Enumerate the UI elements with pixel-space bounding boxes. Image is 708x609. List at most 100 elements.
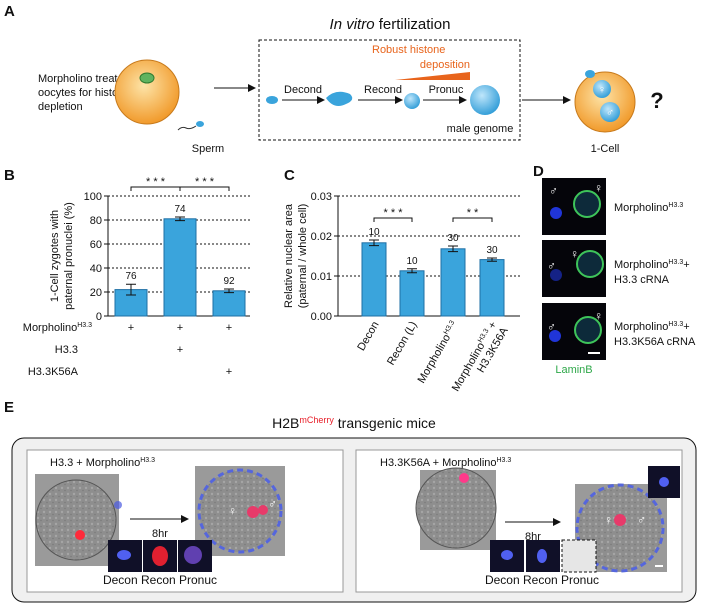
female-symbol: ♀ xyxy=(228,504,237,518)
condition-mark: + xyxy=(177,322,183,334)
sperm-tail xyxy=(177,125,197,131)
significance-label: * * * xyxy=(146,176,166,188)
significance-bracket xyxy=(373,217,413,222)
n-label: 74 xyxy=(174,204,186,215)
condition-mark: + xyxy=(226,366,232,378)
error-bar xyxy=(407,268,417,274)
panel-e-title: H2BmCherry transgenic mice xyxy=(272,415,436,431)
d-label-tail: + xyxy=(683,259,689,271)
bar xyxy=(440,248,466,317)
d-label-sup: H3.3 xyxy=(668,259,683,266)
bar xyxy=(163,218,197,317)
d-label-main: Morpholino xyxy=(614,321,668,333)
micrograph xyxy=(542,303,606,360)
panel-letter: D xyxy=(533,163,544,180)
bar xyxy=(361,242,387,317)
inset-nucleus xyxy=(117,550,131,560)
condition-main: H3.3K56A + Morpholino xyxy=(380,457,497,469)
condition-main: H3.3K56A xyxy=(28,366,79,378)
male-symbol: ♂ xyxy=(549,184,558,198)
decondensed xyxy=(326,91,353,106)
significance-label: * * * xyxy=(384,207,404,219)
n-label: 10 xyxy=(406,256,418,267)
title-sup: mCherry xyxy=(299,415,334,425)
oocyte xyxy=(114,59,180,125)
step-label: Pronuc xyxy=(429,84,464,96)
y-tick-label: 0.02 xyxy=(311,231,332,243)
female-symbol: ♀ xyxy=(604,513,613,527)
n-label: 76 xyxy=(125,271,137,282)
female-symbol: ♀ xyxy=(570,247,579,261)
y-tick-label: 20 xyxy=(90,287,102,299)
d-label-sup: H3.3 xyxy=(668,202,683,209)
condition-label: H3.3K56A xyxy=(28,366,79,378)
spindle xyxy=(139,72,155,84)
n-label: 10 xyxy=(368,227,380,238)
panel-a: A In vitro fertilization Morpholino trea… xyxy=(4,3,664,155)
time-label: 8hr xyxy=(152,528,168,540)
error-bar xyxy=(369,239,379,247)
panel-e: E H2BmCherry transgenic mice H3.3 + Morp… xyxy=(4,399,697,603)
n-label: 30 xyxy=(486,245,498,256)
step-label: Decond xyxy=(284,84,322,96)
zygote xyxy=(574,71,636,133)
panel-a-title: In vitro fertilization xyxy=(330,16,451,33)
y-tick-label: 0.00 xyxy=(311,311,332,323)
d-label-main: Morpholino xyxy=(614,202,668,214)
condition-sup: H3.3 xyxy=(140,457,155,464)
male-symbol: ♂ xyxy=(547,320,556,334)
micrograph xyxy=(542,240,606,297)
male-genome: male genome xyxy=(447,123,514,135)
condition-mark: + xyxy=(177,344,183,356)
condition-label: H3.3K56A + MorpholinoH3.3 xyxy=(380,457,511,469)
male-symbol: ♂ xyxy=(637,513,646,527)
charts: B C 1-Cell zygotes with paternal pronucle… xyxy=(4,167,520,394)
category-main: Decon xyxy=(355,320,381,354)
inset-nucleus xyxy=(184,546,202,564)
error-bar xyxy=(175,216,185,222)
y-tick-label: 0.01 xyxy=(311,271,332,283)
inset-nucleus xyxy=(152,546,168,566)
condition-main: H3.3 + Morpholino xyxy=(50,457,140,469)
sperm-label: Sperm xyxy=(192,143,224,155)
oocyte-text: oocytes for histone xyxy=(38,87,130,99)
male-symbol: ♂ xyxy=(606,107,614,119)
significance-label: * * xyxy=(467,207,479,219)
condition-mark: + xyxy=(226,322,232,334)
error-bar xyxy=(126,283,136,296)
condition-label: H3.3 + MorpholinoH3.3 xyxy=(50,457,155,469)
title-rest: fertilization xyxy=(375,16,451,33)
oocyte-text: depletion xyxy=(38,101,83,113)
d-label: MorpholinoH3.3+ xyxy=(614,321,690,333)
x-tick-label: MorpholinoH3.3 xyxy=(416,319,461,385)
n-label: 92 xyxy=(223,276,235,287)
condition-sup: H3.3 xyxy=(497,457,512,464)
female-symbol: ♀ xyxy=(594,309,603,323)
d-label-sup: H3.3 xyxy=(668,321,683,328)
title-main: H2B xyxy=(272,415,299,431)
title-rest: transgenic mice xyxy=(334,415,436,431)
pronucleus xyxy=(470,85,500,115)
category-main: Morpholino xyxy=(416,332,454,385)
y-axis-label: 1-Cell zygotes with xyxy=(49,210,61,302)
title-italic: In vitro xyxy=(330,16,375,33)
inset-empty xyxy=(561,539,597,573)
y-tick-label: 100 xyxy=(84,191,102,203)
step-label: Recond xyxy=(364,84,402,96)
pronucleus xyxy=(593,80,611,98)
d-label: MorpholinoH3.3+ xyxy=(614,259,690,271)
male-symbol: ♂ xyxy=(268,497,277,511)
deposition-text: deposition xyxy=(420,59,470,71)
error-bar xyxy=(448,245,458,253)
condition-mark: + xyxy=(128,322,134,334)
cell-image xyxy=(415,467,497,550)
recondensed xyxy=(404,93,420,109)
male-symbol: ♂ xyxy=(547,259,556,273)
inset-labels: Decon Recon Pronuc xyxy=(103,573,217,587)
inset-nucleus xyxy=(537,549,547,563)
ivf-box xyxy=(258,39,521,141)
polar-body xyxy=(585,70,595,78)
y-tick-label: 0.03 xyxy=(311,191,332,203)
cell-image xyxy=(35,474,122,566)
